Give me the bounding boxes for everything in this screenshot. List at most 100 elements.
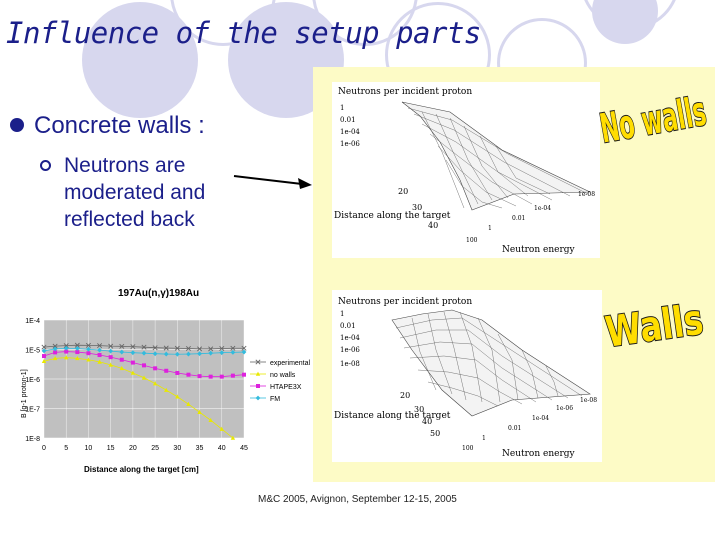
series-point <box>219 345 225 352</box>
series-point <box>41 358 47 364</box>
series-point <box>142 363 146 368</box>
series-point <box>185 345 191 352</box>
bullet-sub-line: Neutrons are <box>64 154 186 177</box>
surface-plot-walls-canvas: Neutrons per incident proton 1 0.01 1e-0… <box>334 297 597 459</box>
series-point <box>230 345 236 351</box>
x-tick-label: 15 <box>107 445 115 452</box>
y-tick: 1e-06 <box>556 405 573 412</box>
series-point <box>175 394 180 399</box>
x-tick-label: 20 <box>129 445 137 452</box>
series-fm <box>41 345 247 357</box>
series-point <box>130 350 136 356</box>
x-tick: 20 <box>400 391 410 400</box>
legend-label: FM <box>270 396 280 403</box>
sub-bullet-marker <box>40 160 51 171</box>
series-point <box>141 375 147 380</box>
z-tick: 1e-08 <box>340 360 360 368</box>
z-tick: 0.01 <box>340 322 356 330</box>
legend-label: HTAPE3X <box>270 384 302 391</box>
stamp-no-walls: No walls <box>595 86 710 153</box>
y-tick: 1 <box>482 435 486 442</box>
series-point <box>242 372 246 377</box>
z-tick: 1 <box>340 310 344 318</box>
series-point <box>108 355 113 360</box>
series-point <box>108 343 114 349</box>
series-point <box>197 374 202 379</box>
series-point <box>241 345 247 351</box>
decor-circle <box>592 0 658 44</box>
x-tick-label: 10 <box>85 445 93 452</box>
y-tick-label: 1E-7 <box>25 407 40 414</box>
y-tick: 1 <box>488 225 492 232</box>
series-point <box>63 343 69 349</box>
series-point <box>97 347 102 353</box>
series-point <box>42 354 46 359</box>
y-tick-label: 1E-6 <box>25 377 40 384</box>
series-point <box>219 350 225 356</box>
series-point <box>174 351 180 357</box>
series-point <box>119 343 125 349</box>
series-point <box>186 351 191 357</box>
plot-title: Neutrons per incident proton <box>338 87 472 97</box>
series-point <box>164 368 169 373</box>
x-tick: 30 <box>412 203 422 212</box>
series-point <box>64 349 69 354</box>
series-point <box>64 355 69 360</box>
series-point <box>97 359 102 364</box>
x-axis-label: Distance along the target <box>334 211 451 221</box>
series-point <box>186 401 191 406</box>
surface-plot-walls: Neutrons per incident proton 1 0.01 1e-0… <box>332 290 602 462</box>
series-point <box>130 360 135 365</box>
x-ticks: 0 5 10 15 20 25 30 35 40 45 <box>42 445 248 452</box>
series-point <box>74 346 80 351</box>
y-tick: 1e-04 <box>534 205 551 212</box>
bullet-sub-line: moderated and <box>64 181 206 204</box>
series-point <box>208 374 213 379</box>
series-htape3x <box>42 349 246 379</box>
series-point <box>130 370 136 375</box>
y-tick: 0.01 <box>508 425 521 432</box>
x-tick-label: 35 <box>196 445 204 452</box>
z-tick: 1e-06 <box>340 140 360 148</box>
series-point <box>152 345 158 351</box>
series-point <box>255 371 261 376</box>
series-point <box>174 345 180 351</box>
surface-mesh <box>401 101 591 211</box>
series-point <box>186 372 191 377</box>
y-tick: 0.01 <box>512 215 525 222</box>
series-point <box>197 409 202 414</box>
x-axis-label: Distance along the target [cm] <box>84 465 199 474</box>
chart-title: 197Au(n,γ)198Au <box>118 288 199 299</box>
series-point <box>53 350 58 355</box>
series-point <box>208 350 214 356</box>
legend-label: experimental <box>270 360 311 367</box>
stamp-walls: Walls <box>601 294 707 352</box>
series-point <box>208 417 213 423</box>
series-point <box>141 350 147 356</box>
series-point <box>141 344 147 350</box>
series-point <box>52 346 58 352</box>
series-point <box>219 426 224 431</box>
series-point <box>197 346 203 352</box>
x-tick-label: 0 <box>42 445 46 452</box>
surface-plot-no-walls-canvas: Neutrons per incident proton 1 0.01 1e-0… <box>334 87 595 255</box>
surface-mesh <box>391 309 591 417</box>
legend: experimental no walls HTAPE3X FM <box>250 359 311 403</box>
bullet-marker <box>10 118 24 132</box>
series-point <box>230 349 236 355</box>
z-tick: 0.01 <box>340 116 356 124</box>
series-point <box>86 357 91 362</box>
series-point <box>86 351 91 356</box>
series-point <box>163 345 169 351</box>
arrow-icon <box>233 175 312 189</box>
y-tick: 100 <box>462 445 474 452</box>
series-point <box>255 395 261 401</box>
series-point <box>86 346 91 352</box>
mesh-lines <box>395 311 583 407</box>
y-ticks: 1E-4 1E-5 1E-6 1E-7 1E-8 <box>25 318 40 443</box>
y-tick: 1e-08 <box>578 191 595 198</box>
y-tick-label: 1E-5 <box>25 348 40 355</box>
y-tick-label: 1E-8 <box>25 436 40 443</box>
plot-title: Neutrons per incident proton <box>338 297 472 307</box>
series-point <box>85 342 91 348</box>
